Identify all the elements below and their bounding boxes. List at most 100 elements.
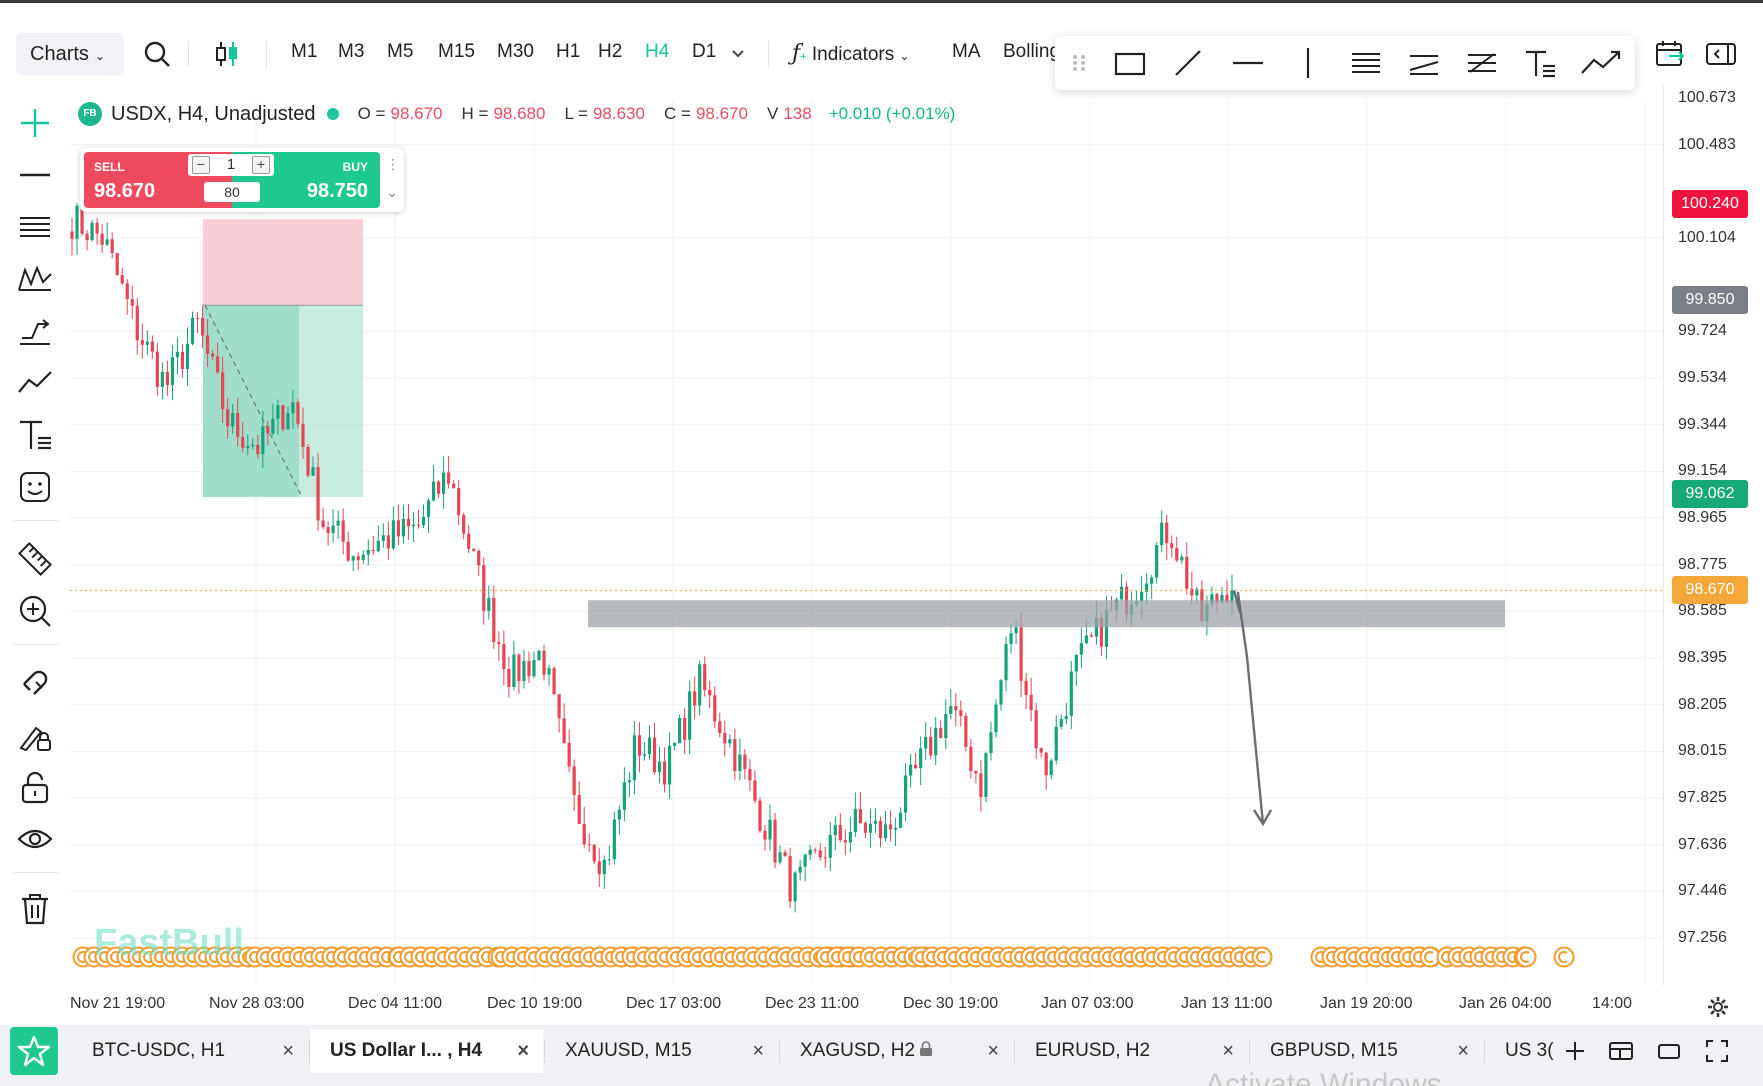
event-marker-glyph <box>88 951 98 963</box>
candle <box>748 759 752 792</box>
timeframe-m1[interactable]: M1 <box>291 41 318 62</box>
candle <box>517 653 521 694</box>
candle <box>246 434 250 456</box>
fib-retracement-tool-icon[interactable] <box>1465 46 1499 80</box>
timeframe-m15[interactable]: M15 <box>438 41 475 62</box>
timeframe-h1[interactable]: H1 <box>556 41 581 62</box>
ma-button[interactable]: MA <box>952 41 981 62</box>
close-tab-icon[interactable]: × <box>987 1040 999 1062</box>
unlock-icon[interactable] <box>16 768 54 806</box>
quantity-increase-button[interactable]: + <box>252 156 270 174</box>
close-tab-icon[interactable]: × <box>282 1040 294 1062</box>
eye-visibility-icon[interactable] <box>16 820 54 858</box>
candlestick-series <box>70 197 1234 913</box>
timeframe-d1[interactable]: D1 <box>692 41 717 62</box>
quantity-decrease-button[interactable]: − <box>192 156 210 174</box>
emoji-sticker-icon[interactable] <box>16 468 54 506</box>
buy-label: BUY <box>342 160 368 174</box>
chart-tab[interactable]: BTC-USDC, H1 × <box>72 1029 308 1073</box>
timeframe-h4[interactable]: H4 <box>645 41 670 62</box>
trash-icon[interactable] <box>16 890 54 928</box>
event-marker-glyph <box>426 951 436 963</box>
trend-path-tool-icon[interactable] <box>1579 46 1623 80</box>
window-icon[interactable] <box>1655 1037 1683 1065</box>
time-axis[interactable]: Nov 21 19:00 Nov 28 03:00 Dec 04 11:00 Dec … <box>70 985 1763 1025</box>
text-tool-icon[interactable] <box>1523 46 1557 80</box>
event-marker-glyph <box>714 951 724 963</box>
magnet-icon[interactable] <box>16 664 54 702</box>
chart-tab[interactable]: US 3( <box>1485 1029 1565 1073</box>
parallel-channel-tool-icon[interactable] <box>1407 46 1441 80</box>
timeframe-m3[interactable]: M3 <box>338 41 365 62</box>
drag-handle-icon[interactable]: ⋮⋮ <box>372 156 400 172</box>
chart-tab[interactable]: XAGUSD, H2 × <box>780 1029 1013 1073</box>
chart-tab[interactable]: XAUUSD, M15 × <box>545 1029 778 1073</box>
event-marker <box>1251 946 1273 968</box>
close-tab-icon[interactable]: × <box>1222 1040 1234 1062</box>
event-marker-glyph <box>1424 951 1434 963</box>
timeframe-h2[interactable]: H2 <box>598 41 623 62</box>
candle <box>788 847 792 908</box>
charts-menu-button[interactable]: Charts ⌄ <box>16 33 124 75</box>
favorites-button[interactable] <box>10 1027 58 1075</box>
event-marker-glyph <box>326 951 336 963</box>
event-marker <box>1553 946 1575 968</box>
quantity-stepper[interactable]: − 1 + <box>188 154 274 176</box>
indicators-button[interactable]: ƒ+ Indicators ⌄ <box>792 41 910 66</box>
gear-icon[interactable] <box>1706 995 1730 1019</box>
event-marker-glyph <box>1326 951 1336 963</box>
vertical-line-tool-icon[interactable] <box>1291 46 1325 80</box>
price-tag: 98.670 <box>1672 576 1748 605</box>
event-marker-glyph <box>659 951 669 963</box>
close-tab-icon[interactable]: × <box>752 1040 764 1062</box>
text-tool-icon[interactable] <box>16 416 54 454</box>
tab-divider <box>1014 1039 1015 1063</box>
timeframe-more-chevron-icon[interactable] <box>730 39 746 69</box>
symbol-label[interactable]: USDX, H4, Unadjusted <box>111 102 316 125</box>
draw-lock-icon[interactable] <box>16 716 54 754</box>
price-axis-label: 98.205 <box>1678 695 1727 713</box>
collapse-panel-icon[interactable] <box>1704 39 1738 69</box>
trend-path-icon[interactable] <box>16 364 54 402</box>
price-chart[interactable] <box>70 100 1663 985</box>
chevron-down-icon[interactable]: ⌄ <box>386 184 398 200</box>
close-tab-icon[interactable]: × <box>1457 1040 1469 1062</box>
economic-events-row[interactable] <box>72 946 1575 968</box>
projection-tool-icon[interactable] <box>16 312 54 350</box>
horizontal-lines-tool-icon[interactable] <box>1349 46 1383 80</box>
event-marker-glyph <box>1370 951 1380 963</box>
rectangle-tool-icon[interactable] <box>1113 46 1147 80</box>
chart-tab[interactable]: GBPUSD, M15 × <box>1250 1029 1483 1073</box>
pattern-tool-icon[interactable] <box>16 260 54 298</box>
chart-tab[interactable]: US Dollar I... , H4 × <box>310 1029 543 1073</box>
lines-tool-icon[interactable] <box>16 208 54 246</box>
search-icon[interactable] <box>142 39 172 69</box>
zoom-in-icon[interactable] <box>16 592 54 630</box>
add-tab-icon[interactable] <box>1561 1037 1589 1065</box>
timeframe-m5[interactable]: M5 <box>387 41 414 62</box>
candle <box>200 305 205 349</box>
candle <box>356 552 360 571</box>
close-tab-icon[interactable]: × <box>517 1040 529 1062</box>
candlestick-type-icon[interactable] <box>212 39 242 69</box>
price-axis-label: 99.534 <box>1678 369 1727 386</box>
event-marker-glyph <box>1348 951 1358 963</box>
drag-handle-icon[interactable] <box>1069 46 1089 80</box>
event-marker-glyph <box>1441 951 1451 963</box>
crosshair-plus-icon[interactable] <box>16 104 54 142</box>
candle <box>487 585 491 620</box>
bollinger-button[interactable]: Bolling <box>1003 41 1061 62</box>
calendar-sync-icon[interactable] <box>1654 39 1688 69</box>
timeframe-m30[interactable]: M30 <box>497 41 534 62</box>
candle <box>507 656 511 698</box>
horizontal-line-tool-icon[interactable] <box>1231 46 1265 80</box>
layout-grid-icon[interactable] <box>1607 1037 1635 1065</box>
time-axis-label: Dec 23 11:00 <box>765 995 859 1012</box>
line-tool-icon[interactable] <box>16 156 54 194</box>
chart-tab[interactable]: EURUSD, H2 × <box>1015 1029 1248 1073</box>
price-axis[interactable]: 100.673 100.483 100.104 99.724 99.534 99.344 9… <box>1663 85 1763 985</box>
ruler-icon[interactable] <box>16 540 54 578</box>
fullscreen-icon[interactable] <box>1703 1037 1731 1065</box>
candle <box>366 539 370 566</box>
trend-line-tool-icon[interactable] <box>1171 46 1205 80</box>
